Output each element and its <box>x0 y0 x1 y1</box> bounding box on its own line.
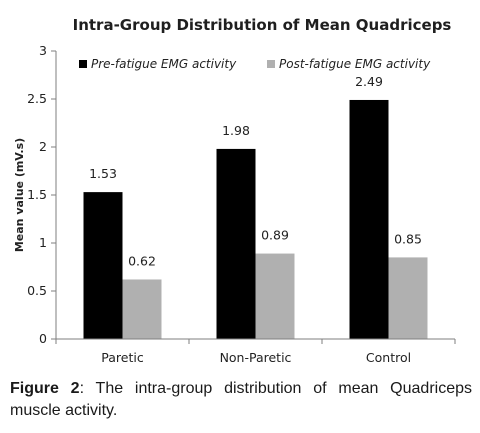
y-tick-label: 3 <box>39 43 47 58</box>
y-axis: 0 0.5 1 1.5 2 2.5 3 <box>27 43 57 346</box>
bar-post-paretic <box>122 279 162 339</box>
bars: 1.53 1.98 2.49 0.62 0.89 0.85 <box>83 74 428 340</box>
y-tick-label: 0 <box>39 331 47 346</box>
bar-post-control <box>388 257 428 339</box>
y-axis-title: Mean value (mV.s) <box>13 138 26 252</box>
y-tick-label: 1.5 <box>27 187 47 202</box>
data-label: 2.49 <box>355 74 383 89</box>
figure-caption: Figure 2: The intra-group distribution o… <box>10 378 472 422</box>
legend: Pre-fatigue EMG activity Post-fatigue EMG… <box>79 57 431 71</box>
legend-swatch <box>79 60 87 68</box>
x-tick-label: Paretic <box>101 350 144 365</box>
y-tick-label: 0.5 <box>27 283 47 298</box>
data-label: 1.98 <box>222 123 250 138</box>
y-tick-label: 2 <box>39 139 47 154</box>
caption-label: Figure 2 <box>10 380 80 397</box>
data-label: 0.89 <box>261 228 289 243</box>
legend-label: Post-fatigue EMG activity <box>279 57 431 71</box>
y-tick-label: 2.5 <box>27 91 47 106</box>
x-tick-label: Non-Paretic <box>220 350 292 365</box>
x-axis: Paretic Non-Paretic Control <box>55 338 456 365</box>
data-label: 0.85 <box>394 231 422 246</box>
legend-swatch <box>267 60 275 68</box>
bar-pre-non-paretic <box>216 148 256 339</box>
data-label: 1.53 <box>89 166 117 181</box>
y-tick-label: 1 <box>39 235 47 250</box>
bar-pre-paretic <box>83 192 123 339</box>
chart: Intra-Group Distribution of Mean Quadric… <box>13 16 456 365</box>
legend-label: Pre-fatigue EMG activity <box>91 57 237 71</box>
x-tick-label: Control <box>366 350 411 365</box>
data-label: 0.62 <box>128 253 156 268</box>
chart-title: Intra-Group Distribution of Mean Quadric… <box>73 16 452 34</box>
bar-post-non-paretic <box>255 253 295 339</box>
caption-text: : The intra-group distribution of mean Q… <box>10 380 473 419</box>
bar-pre-control <box>349 99 389 340</box>
